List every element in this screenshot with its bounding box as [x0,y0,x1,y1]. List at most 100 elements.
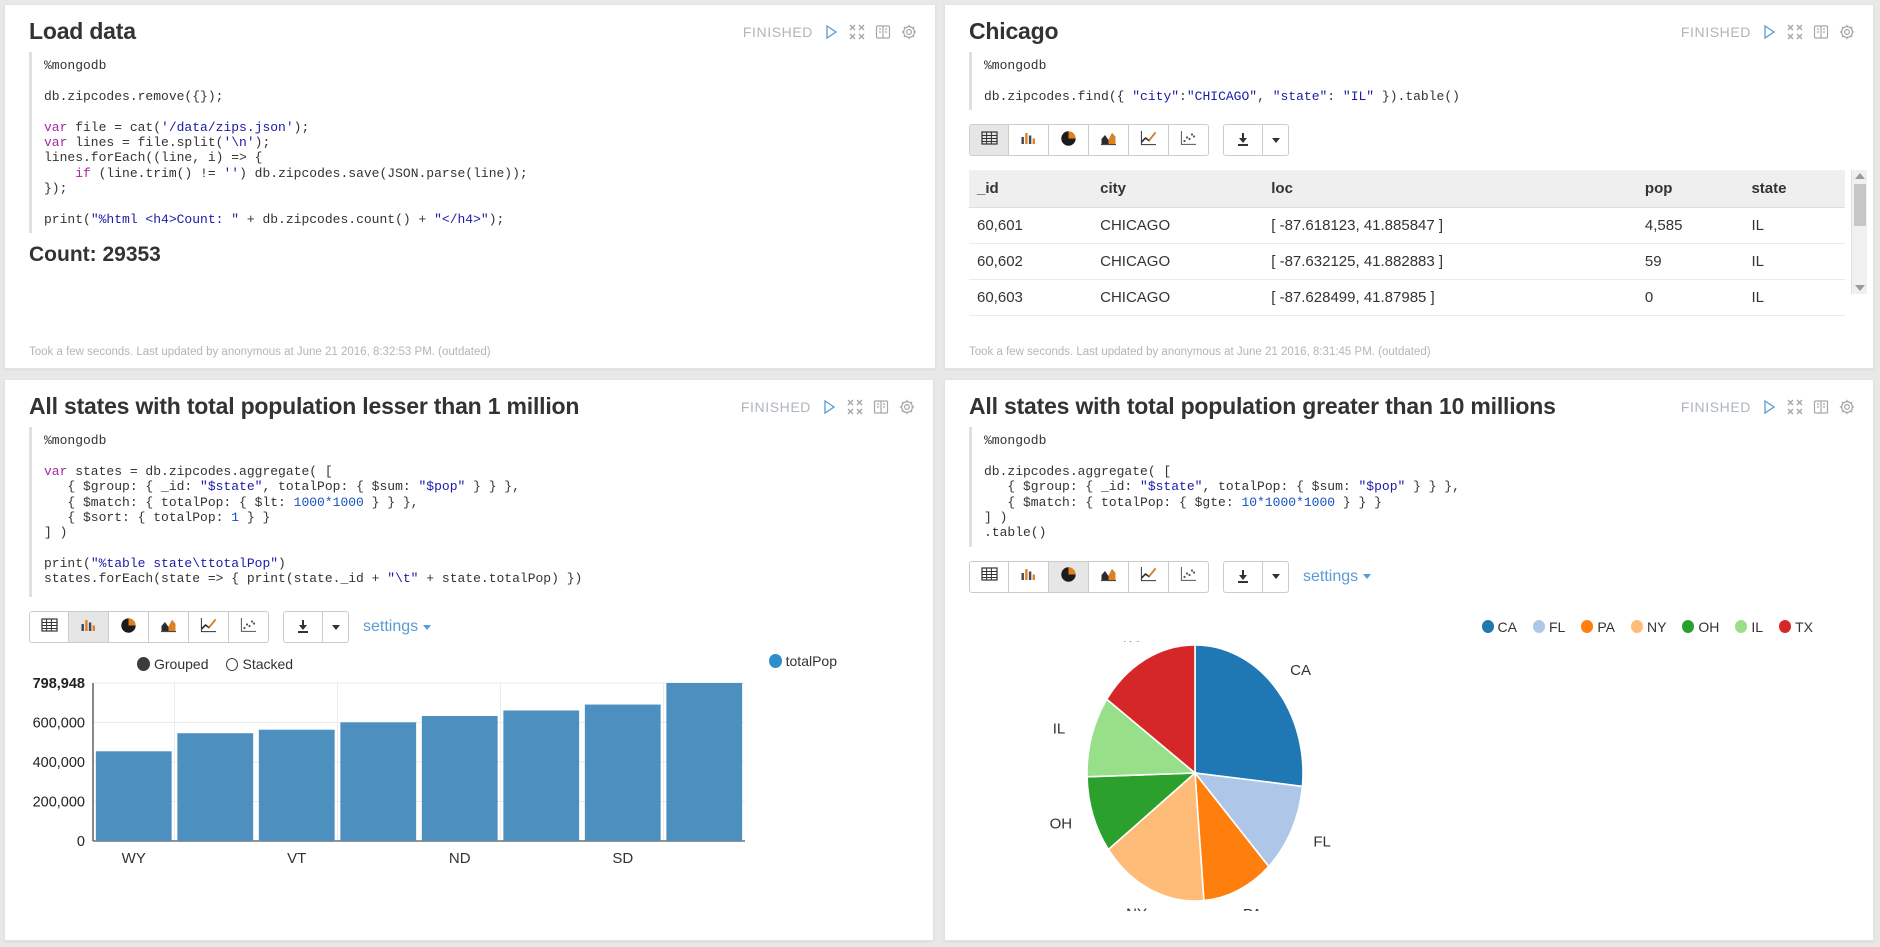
paragraph-header: All states with total population lesser … [5,380,933,421]
viz-button-line[interactable] [1129,124,1169,157]
bar[interactable] [584,704,661,842]
table-column-header[interactable]: _id [969,170,1093,209]
viz-button-area[interactable] [149,611,189,644]
viz-button-table[interactable] [969,560,1009,593]
viz-button-table[interactable] [29,611,69,644]
pie-slice-NY[interactable] [1107,770,1205,902]
book-icon[interactable] [875,24,891,40]
chevron-down-icon [1363,574,1372,580]
pie-legend-item-CA[interactable]: CA [1481,619,1517,635]
viz-button-scatter[interactable] [1169,124,1209,157]
run-play-icon[interactable] [1761,24,1777,40]
table-column-header[interactable]: state [1743,170,1845,209]
download-dropdown-button[interactable] [1263,124,1289,157]
viz-button-table[interactable] [969,124,1009,157]
collapse-icon[interactable] [1787,399,1803,415]
table-scrollbar[interactable] [1851,170,1867,295]
paragraph-controls: FINISHED [1681,19,1855,40]
viz-button-pie[interactable] [109,611,149,644]
viz-button-area[interactable] [1089,124,1129,157]
download-button-group [1223,124,1289,157]
radio-stacked[interactable]: Stacked [226,656,293,672]
pie-slice-PA[interactable] [1194,770,1270,902]
pie-legend-item-OH[interactable]: OH [1682,619,1719,635]
collapse-icon[interactable] [1787,24,1803,40]
download-button[interactable] [1223,560,1263,593]
viz-button-bar[interactable] [69,611,109,644]
viz-button-scatter[interactable] [1169,560,1209,593]
legend-color-swatch [1735,620,1748,634]
code-editor[interactable]: %mongodb db.zipcodes.find({ "city":"CHIC… [969,52,1855,111]
settings-dropdown[interactable]: settings [1303,567,1372,586]
pie-chart-icon [120,617,137,638]
viz-button-line[interactable] [189,611,229,644]
viz-button-scatter[interactable] [229,611,269,644]
bar[interactable] [258,730,335,842]
code-editor[interactable]: %mongodb var states = db.zipcodes.aggreg… [29,427,915,598]
bar[interactable] [95,751,172,842]
run-play-icon[interactable] [823,24,839,40]
collapse-icon[interactable] [847,399,863,415]
pie-legend-item-NY[interactable]: NY [1630,619,1666,635]
table-cell: CHICAGO [1092,279,1264,317]
pie-slice-CA[interactable] [1194,643,1304,787]
result-table: _id city loc pop state 60,601 CHICAGO[ -87.61… [969,170,1845,317]
viz-button-pie[interactable] [1049,560,1089,593]
book-icon[interactable] [1813,24,1829,40]
line-chart-icon [1140,566,1157,587]
book-icon[interactable] [873,399,889,415]
gear-icon[interactable] [1839,399,1855,415]
bar[interactable] [421,716,498,842]
settings-dropdown[interactable]: settings [363,618,432,636]
download-button[interactable] [283,611,323,644]
download-dropdown-button[interactable] [1263,560,1289,593]
scrollbar-thumb[interactable] [1854,184,1866,227]
viz-button-line[interactable] [1129,560,1169,593]
run-play-icon[interactable] [1761,399,1777,415]
code-editor[interactable]: %mongodb db.zipcodes.aggregate( [ { $gro… [969,427,1855,547]
table-column-header[interactable]: loc [1263,170,1637,209]
viz-type-buttons [969,560,1209,593]
table-column-header[interactable]: pop [1636,170,1744,209]
collapse-icon[interactable] [849,24,865,40]
viz-type-buttons [29,611,269,644]
viz-button-area[interactable] [1089,560,1129,593]
pie-legend-item-FL[interactable]: FL [1532,619,1565,635]
series-legend-item[interactable]: totalPop [768,653,837,669]
legend-color-swatch [1481,620,1494,634]
pie-legend-item-PA[interactable]: PA [1581,619,1615,635]
pie-slice-OH[interactable] [1086,771,1198,851]
run-play-icon[interactable] [821,399,837,415]
radio-grouped[interactable]: Grouped [137,656,208,672]
scatter-chart-icon [1180,130,1197,151]
gear-icon[interactable] [899,399,915,415]
pie-legend-item-IL[interactable]: IL [1735,619,1763,635]
bar[interactable] [666,683,743,842]
status-badge: FINISHED [1680,24,1751,40]
viz-button-bar[interactable] [1009,560,1049,593]
gear-icon[interactable] [901,24,917,40]
download-button[interactable] [1223,124,1263,157]
pie-legend-item-TX[interactable]: TX [1779,619,1813,635]
pie-slice-IL[interactable] [1086,697,1198,778]
scroll-up-icon[interactable] [1854,173,1865,180]
bar-mode-radio-group: Grouped Stacked [137,656,293,672]
viz-button-pie[interactable] [1049,124,1089,157]
table-row: 60,601 CHICAGO[ -87.618123, 41.885847 ] 4,… [969,207,1845,245]
viz-button-bar[interactable] [1009,124,1049,157]
code-editor[interactable]: %mongodb db.zipcodes.remove({}); var fil… [29,52,917,233]
legend-color-swatch [1630,620,1643,634]
paragraph-header: Chicago FINISHED [945,5,1873,46]
pie-slice-TX[interactable] [1105,643,1196,775]
scroll-down-icon[interactable] [1854,285,1865,292]
cell-chicago: Chicago FINISHED [940,0,1880,375]
table-column-header[interactable]: city [1092,170,1264,209]
gear-icon[interactable] [1839,24,1855,40]
bar[interactable] [340,722,417,842]
book-icon[interactable] [1813,399,1829,415]
pie-slice-FL[interactable] [1193,771,1304,868]
bar[interactable] [503,710,580,842]
bar[interactable] [177,733,254,842]
settings-label: settings [1303,567,1359,585]
download-dropdown-button[interactable] [323,611,349,644]
